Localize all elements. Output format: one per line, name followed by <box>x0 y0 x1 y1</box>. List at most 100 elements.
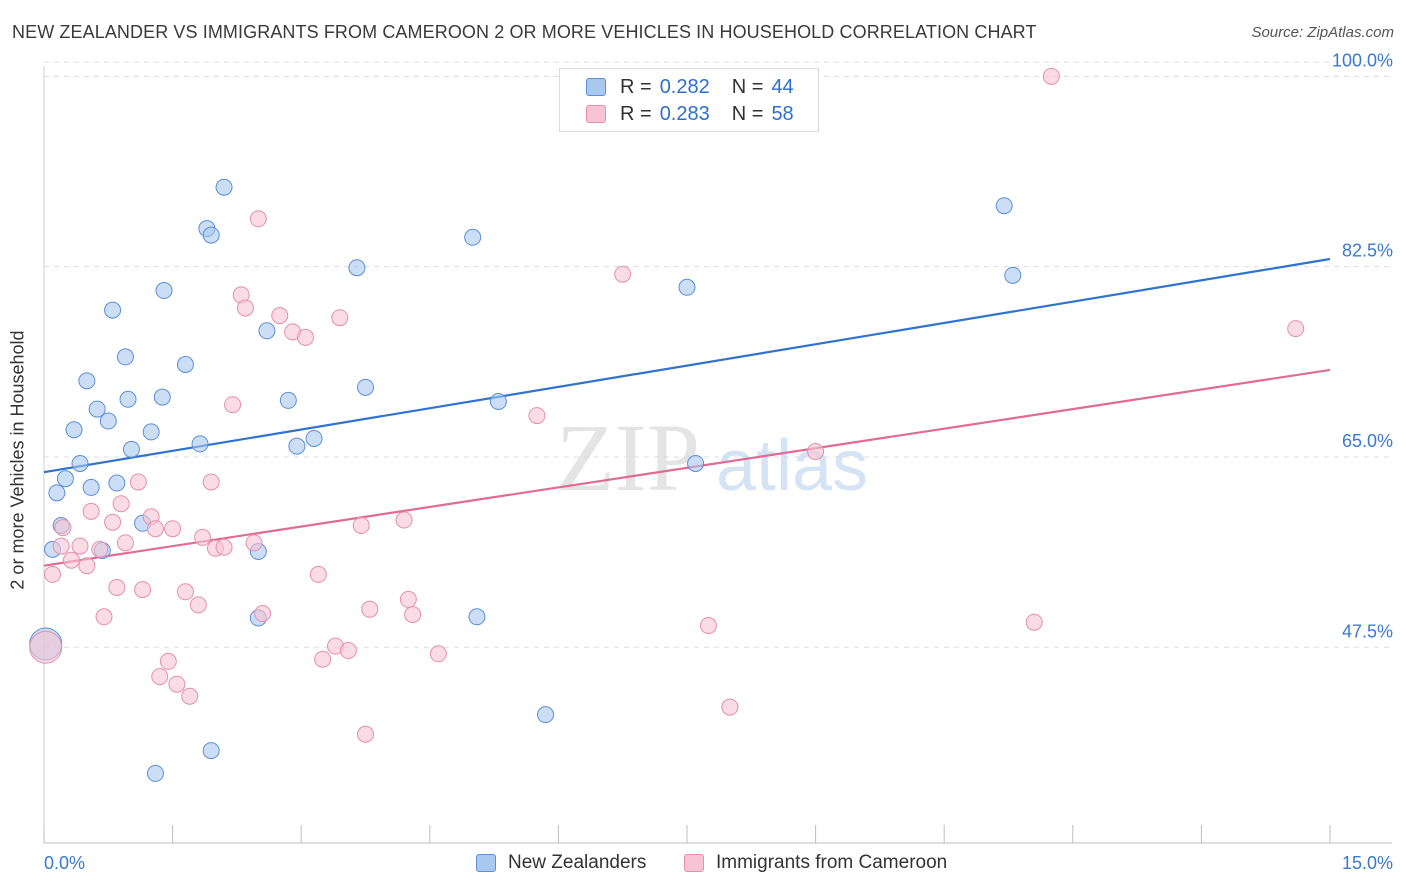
cameroon-point <box>224 396 242 414</box>
cameroon-point <box>54 519 72 537</box>
cameroon-point <box>699 617 717 634</box>
y-tick-label: 100.0% <box>1332 50 1393 70</box>
legend-row-new-zealanders: R = 0.282 N = 44 <box>586 75 794 99</box>
cameroon-point <box>1025 613 1043 631</box>
cameroon-point <box>82 502 100 520</box>
cameroon-point <box>151 668 169 686</box>
cameroon-point <box>159 652 177 670</box>
cameroon-point <box>95 608 113 626</box>
cameroon-point <box>352 516 370 534</box>
x-tick-label: 15.0% <box>1342 853 1393 873</box>
legend-n-value: 58 <box>771 102 794 125</box>
cameroon-point <box>429 645 447 663</box>
new-zealander-trend-line <box>43 257 1331 474</box>
cameroon-point <box>108 578 126 596</box>
new-zealander-point <box>279 391 297 409</box>
cameroon-point <box>1042 67 1060 85</box>
legend-n-label: N = <box>731 102 764 125</box>
cameroon-point <box>44 565 62 583</box>
cameroon-point <box>331 309 349 327</box>
new-zealander-point <box>191 435 209 453</box>
legend-n-label: N = <box>731 75 764 98</box>
cameroon-point <box>807 443 825 460</box>
new-zealander-point <box>305 429 323 447</box>
new-zealander-point <box>153 388 171 406</box>
legend-item-new-zealanders: New Zealanders <box>476 852 646 874</box>
cameroon-point <box>1287 320 1305 338</box>
cameroon-point <box>309 565 327 583</box>
cameroon-point <box>62 551 80 569</box>
cameroon-point <box>78 557 96 575</box>
new-zealander-point <box>122 440 140 458</box>
new-zealander-point <box>104 301 122 319</box>
cameroon-point <box>164 520 182 538</box>
watermark: ZIP atlas <box>556 404 868 511</box>
cameroon-point <box>52 537 70 555</box>
cameroon-point <box>339 642 357 660</box>
cameroon-point <box>202 473 220 491</box>
grid-lines <box>44 61 1392 648</box>
new-zealander-point <box>88 400 106 418</box>
cameroon-point <box>314 650 332 668</box>
new-zealander-point <box>116 348 134 366</box>
cameroon-point <box>176 583 194 601</box>
cameroon-point <box>112 495 130 513</box>
cameroon-point <box>249 210 267 228</box>
cameroon-point <box>189 596 207 614</box>
legend-swatch-pink <box>684 854 704 872</box>
new-zealander-point <box>357 378 374 396</box>
watermark-zip: ZIP <box>556 404 700 511</box>
trend-lines <box>43 257 1331 567</box>
x-tick-label: 0.0% <box>44 853 85 873</box>
chart-source: Source: ZipAtlas.com <box>1251 24 1394 41</box>
new-zealander-point <box>537 706 555 724</box>
cameroon-point <box>721 698 739 716</box>
cameroon-point <box>296 328 314 346</box>
new-zealander-point <box>258 322 276 340</box>
cameroon-trend-line <box>43 368 1331 567</box>
cameroon-point <box>129 473 147 491</box>
cameroon-point <box>104 513 122 531</box>
chart-title: NEW ZEALANDER VS IMMIGRANTS FROM CAMEROO… <box>12 22 1037 42</box>
cameroon-point <box>614 265 632 283</box>
legend-row-cameroon: R = 0.283 N = 58 <box>586 102 794 126</box>
legend-item-cameroon: Immigrants from Cameroon <box>684 852 947 874</box>
cameroon-point <box>399 590 417 608</box>
new-zealander-point <box>995 197 1013 215</box>
new-zealander-point <box>202 226 220 244</box>
cameroon-point <box>254 605 272 623</box>
new-zealander-point <box>99 412 117 430</box>
new-zealander-point <box>78 372 96 390</box>
new-zealander-point <box>1004 266 1022 284</box>
cameroon-point <box>395 511 413 529</box>
new-zealander-point <box>56 470 74 488</box>
cameroon-point <box>215 538 233 556</box>
legend-swatch-pink <box>586 105 606 123</box>
new-zealander-point <box>108 474 126 492</box>
new-zealander-point <box>202 742 220 760</box>
legend-swatch-blue <box>586 78 606 96</box>
cameroon-point <box>168 675 186 693</box>
cameroon-point <box>361 600 379 618</box>
data-points <box>29 67 1305 782</box>
new-zealander-point <box>71 454 89 472</box>
y-tick-label: 47.5% <box>1342 621 1393 641</box>
y-tick-label: 65.0% <box>1342 431 1393 451</box>
cameroon-point <box>236 299 254 317</box>
new-zealander-point <box>348 259 366 277</box>
new-zealander-point <box>146 764 164 782</box>
legend-r-label: R = <box>620 75 652 98</box>
new-zealander-point <box>82 478 100 496</box>
cameroon-point <box>194 528 212 546</box>
new-zealander-point <box>468 608 486 626</box>
new-zealander-point <box>215 178 233 196</box>
cameroon-point <box>528 407 546 425</box>
cameroon-point <box>245 534 263 552</box>
new-zealander-point <box>176 356 194 373</box>
new-zealander-point <box>119 390 137 408</box>
correlation-legend: R = 0.282 N = 44 R = 0.283 N = 58 <box>559 68 819 132</box>
axes <box>43 66 1392 844</box>
y-tick-label: 82.5% <box>1342 241 1393 261</box>
new-zealander-point <box>678 278 696 296</box>
